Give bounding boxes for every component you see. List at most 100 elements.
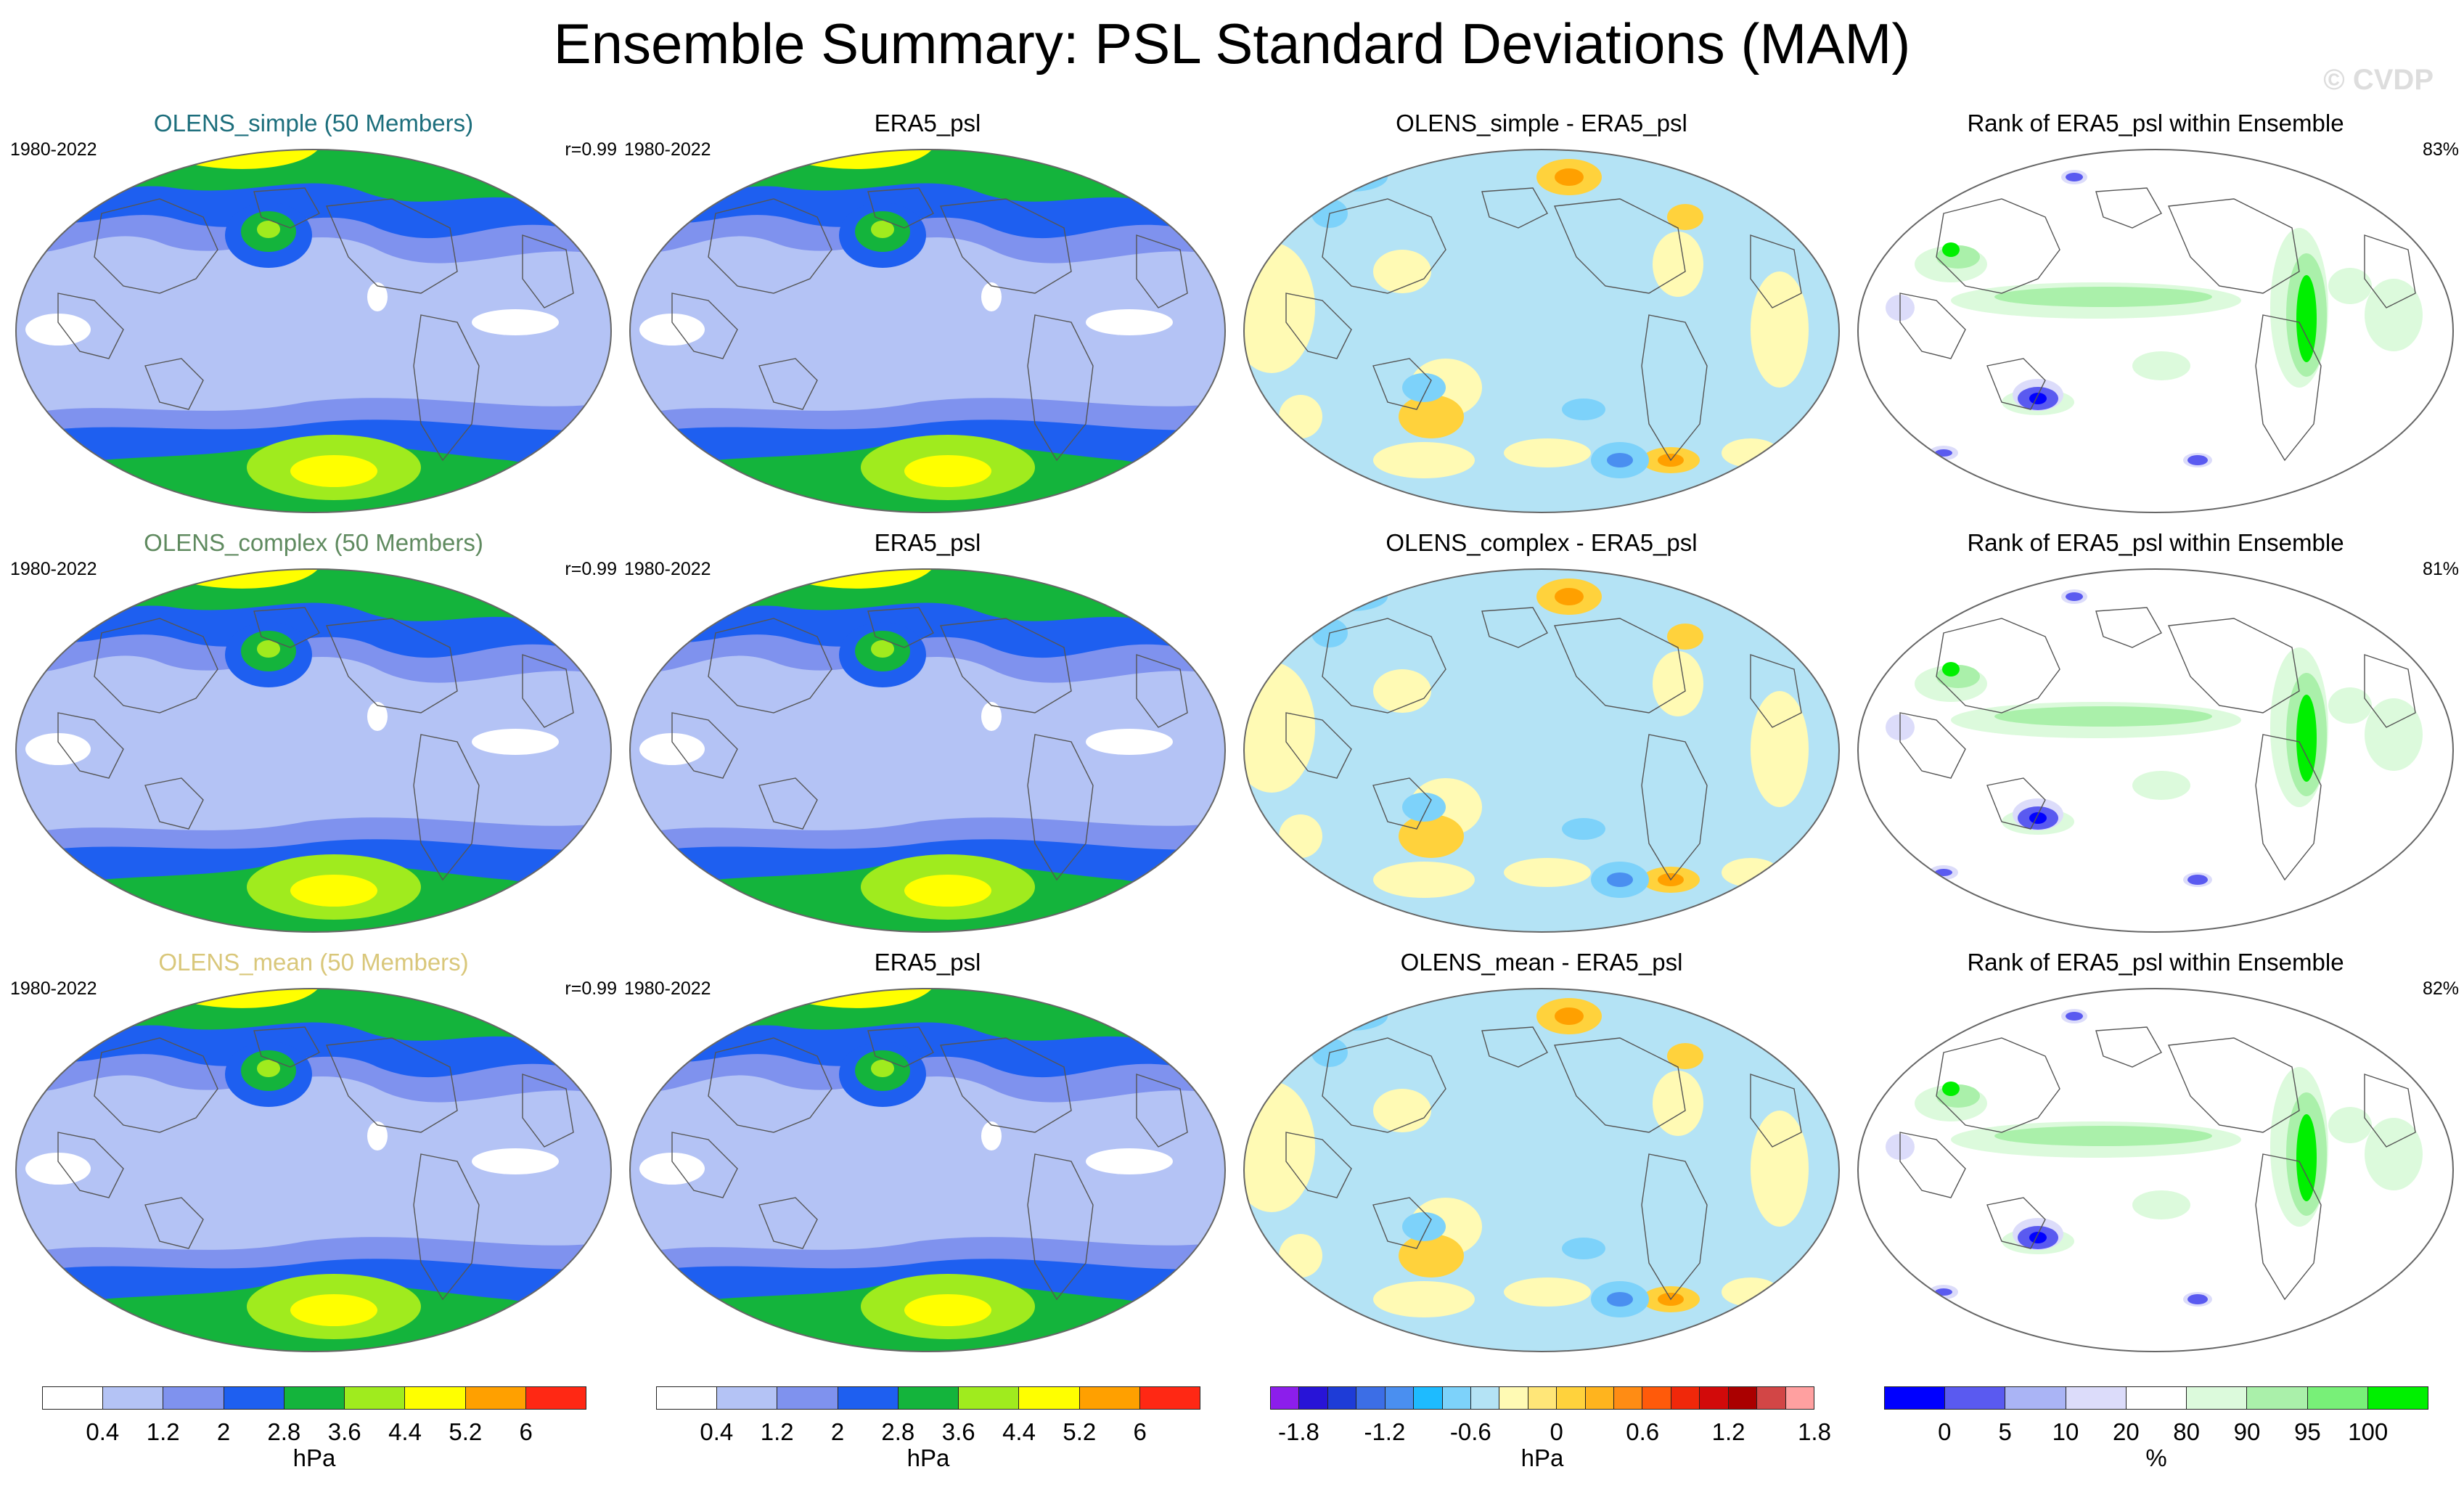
panel-title: ERA5_psl — [874, 949, 981, 976]
map-panel-sd: OLENS_mean (50 Members) 1980-2022 r=0.99 — [10, 948, 617, 1354]
map-border — [15, 149, 612, 513]
colorbar-swatch — [1785, 1386, 1815, 1410]
colorbar-tick-label: 90 — [2233, 1418, 2261, 1445]
colorbar-swatch — [1642, 1386, 1671, 1410]
colorbar-swatch — [2186, 1386, 2247, 1410]
colorbar-swatch — [464, 1386, 525, 1410]
colorbar-swatch — [656, 1386, 717, 1410]
map-panel-diff: OLENS_mean - ERA5_psl — [1238, 948, 1845, 1354]
colorbar-tick-label: 2 — [830, 1418, 845, 1445]
coastline-outline — [57, 1026, 574, 1301]
map-border — [1243, 149, 1840, 513]
panel-title: ERA5_psl — [874, 110, 981, 136]
colorbar-swatch — [1139, 1386, 1200, 1410]
map-field — [15, 568, 612, 933]
map-border — [629, 568, 1226, 933]
colorbar-swatch — [777, 1386, 838, 1410]
colorbar-swatch — [958, 1386, 1019, 1410]
panel-title: OLENS_mean (50 Members) — [158, 949, 469, 976]
colorbar-tick-label: 0.4 — [700, 1418, 734, 1445]
colorbar: -1.8 -1.2 -0.6 0 0.6 1.2 1.8 hPa — [1270, 1386, 1831, 1488]
map-border — [15, 568, 612, 933]
colorbar-swatch — [223, 1386, 284, 1410]
colorbar-units: hPa — [906, 1444, 950, 1471]
period-label: 1980-2022 — [10, 978, 97, 999]
map-field — [1243, 149, 1840, 513]
stat-label: r=0.99 — [565, 978, 617, 999]
colorbar-tick-label: 20 — [2112, 1418, 2140, 1445]
colorbar-swatch — [404, 1386, 465, 1410]
period-label: 1980-2022 — [624, 559, 711, 579]
panel-title: OLENS_complex (50 Members) — [144, 529, 483, 556]
colorbar-tick-label: 0 — [1550, 1418, 1563, 1445]
colorbar-swatch — [1078, 1386, 1139, 1410]
stat-label: 81% — [2422, 559, 2459, 579]
colorbar-swatch — [1270, 1386, 1299, 1410]
colorbar-swatch — [525, 1386, 586, 1410]
colorbar-swatch — [1527, 1386, 1557, 1410]
coastline-outline — [57, 607, 574, 881]
colorbar-tick-label: 5 — [1998, 1418, 2012, 1445]
stat-label: 83% — [2422, 139, 2459, 160]
colorbar-swatch — [2125, 1386, 2187, 1410]
coastline-outline — [671, 187, 1188, 462]
colorbar-tick-label: 1.2 — [1711, 1418, 1745, 1445]
colorbar-swatch — [1756, 1386, 1785, 1410]
colorbar-swatch — [1327, 1386, 1356, 1410]
map-panel-sd: OLENS_simple (50 Members) 1980-2022 r=0.99 — [10, 109, 617, 515]
colorbar-swatch — [1356, 1386, 1385, 1410]
colorbar-swatch — [1499, 1386, 1528, 1410]
colorbar-swatch — [1699, 1386, 1728, 1410]
colorbar-swatch — [1944, 1386, 2005, 1410]
colorbar-tick-label: 1.2 — [146, 1418, 180, 1445]
colorbar: 0.4 1.2 2 2.8 3.6 4.4 5.2 6 hPa — [42, 1386, 586, 1488]
colorbar-swatch — [2065, 1386, 2126, 1410]
colorbar-swatch — [897, 1386, 959, 1410]
map-field — [15, 149, 612, 513]
colorbar-tick-label: 0 — [1938, 1418, 1952, 1445]
map-border — [1857, 568, 2454, 933]
coastline-outline — [1899, 607, 2416, 881]
coastline-outline — [1899, 187, 2416, 462]
map-panel-sd: ERA5_psl 1980-2022 — [624, 948, 1231, 1354]
colorbar-swatch — [2367, 1386, 2428, 1410]
colorbar-swatch — [1670, 1386, 1700, 1410]
colorbar-tick-label: 4.4 — [388, 1418, 422, 1445]
map-panel-diff: OLENS_simple - ERA5_psl — [1238, 109, 1845, 515]
panel-title: OLENS_mean - ERA5_psl — [1400, 949, 1683, 976]
colorbar-tick-label: 2 — [216, 1418, 231, 1445]
panel-title: OLENS_simple - ERA5_psl — [1396, 110, 1687, 136]
map-field — [629, 568, 1226, 933]
colorbar-swatch — [163, 1386, 224, 1410]
map-border — [15, 988, 612, 1352]
coastline-outline — [1285, 187, 1802, 462]
colorbar-units: hPa — [1520, 1444, 1564, 1471]
map-border — [629, 149, 1226, 513]
panel-title: Rank of ERA5_psl within Ensemble — [1967, 529, 2344, 556]
colorbar-swatch — [716, 1386, 777, 1410]
map-border — [629, 988, 1226, 1352]
colorbar-tick-label: 80 — [2173, 1418, 2201, 1445]
colorbar-tick-label: 5.2 — [1063, 1418, 1097, 1445]
stat-label: r=0.99 — [565, 139, 617, 160]
map-field — [1857, 988, 2454, 1352]
colorbar-tick-label: 2.8 — [881, 1418, 915, 1445]
map-border — [1243, 568, 1840, 933]
colorbar-swatch — [1884, 1386, 1945, 1410]
map-border — [1857, 149, 2454, 513]
colorbar-tick-label: 0.6 — [1626, 1418, 1660, 1445]
figure-title: Ensemble Summary: PSL Standard Deviation… — [553, 12, 1911, 75]
colorbar-swatch — [1613, 1386, 1642, 1410]
stat-label: r=0.99 — [565, 559, 617, 579]
colorbar-tick-label: 3.6 — [941, 1418, 975, 1445]
map-field — [1857, 149, 2454, 513]
coastline-outline — [57, 187, 574, 462]
map-border — [1243, 988, 1840, 1352]
colorbar-tick-label: -1.8 — [1278, 1418, 1319, 1445]
colorbar-swatch — [1413, 1386, 1442, 1410]
stat-label: 82% — [2422, 978, 2459, 999]
colorbar-tick-label: 4.4 — [1002, 1418, 1036, 1445]
colorbar-tick-label: 1.2 — [760, 1418, 794, 1445]
panel-title: ERA5_psl — [874, 529, 981, 556]
colorbar-tick-label: 95 — [2293, 1418, 2321, 1445]
